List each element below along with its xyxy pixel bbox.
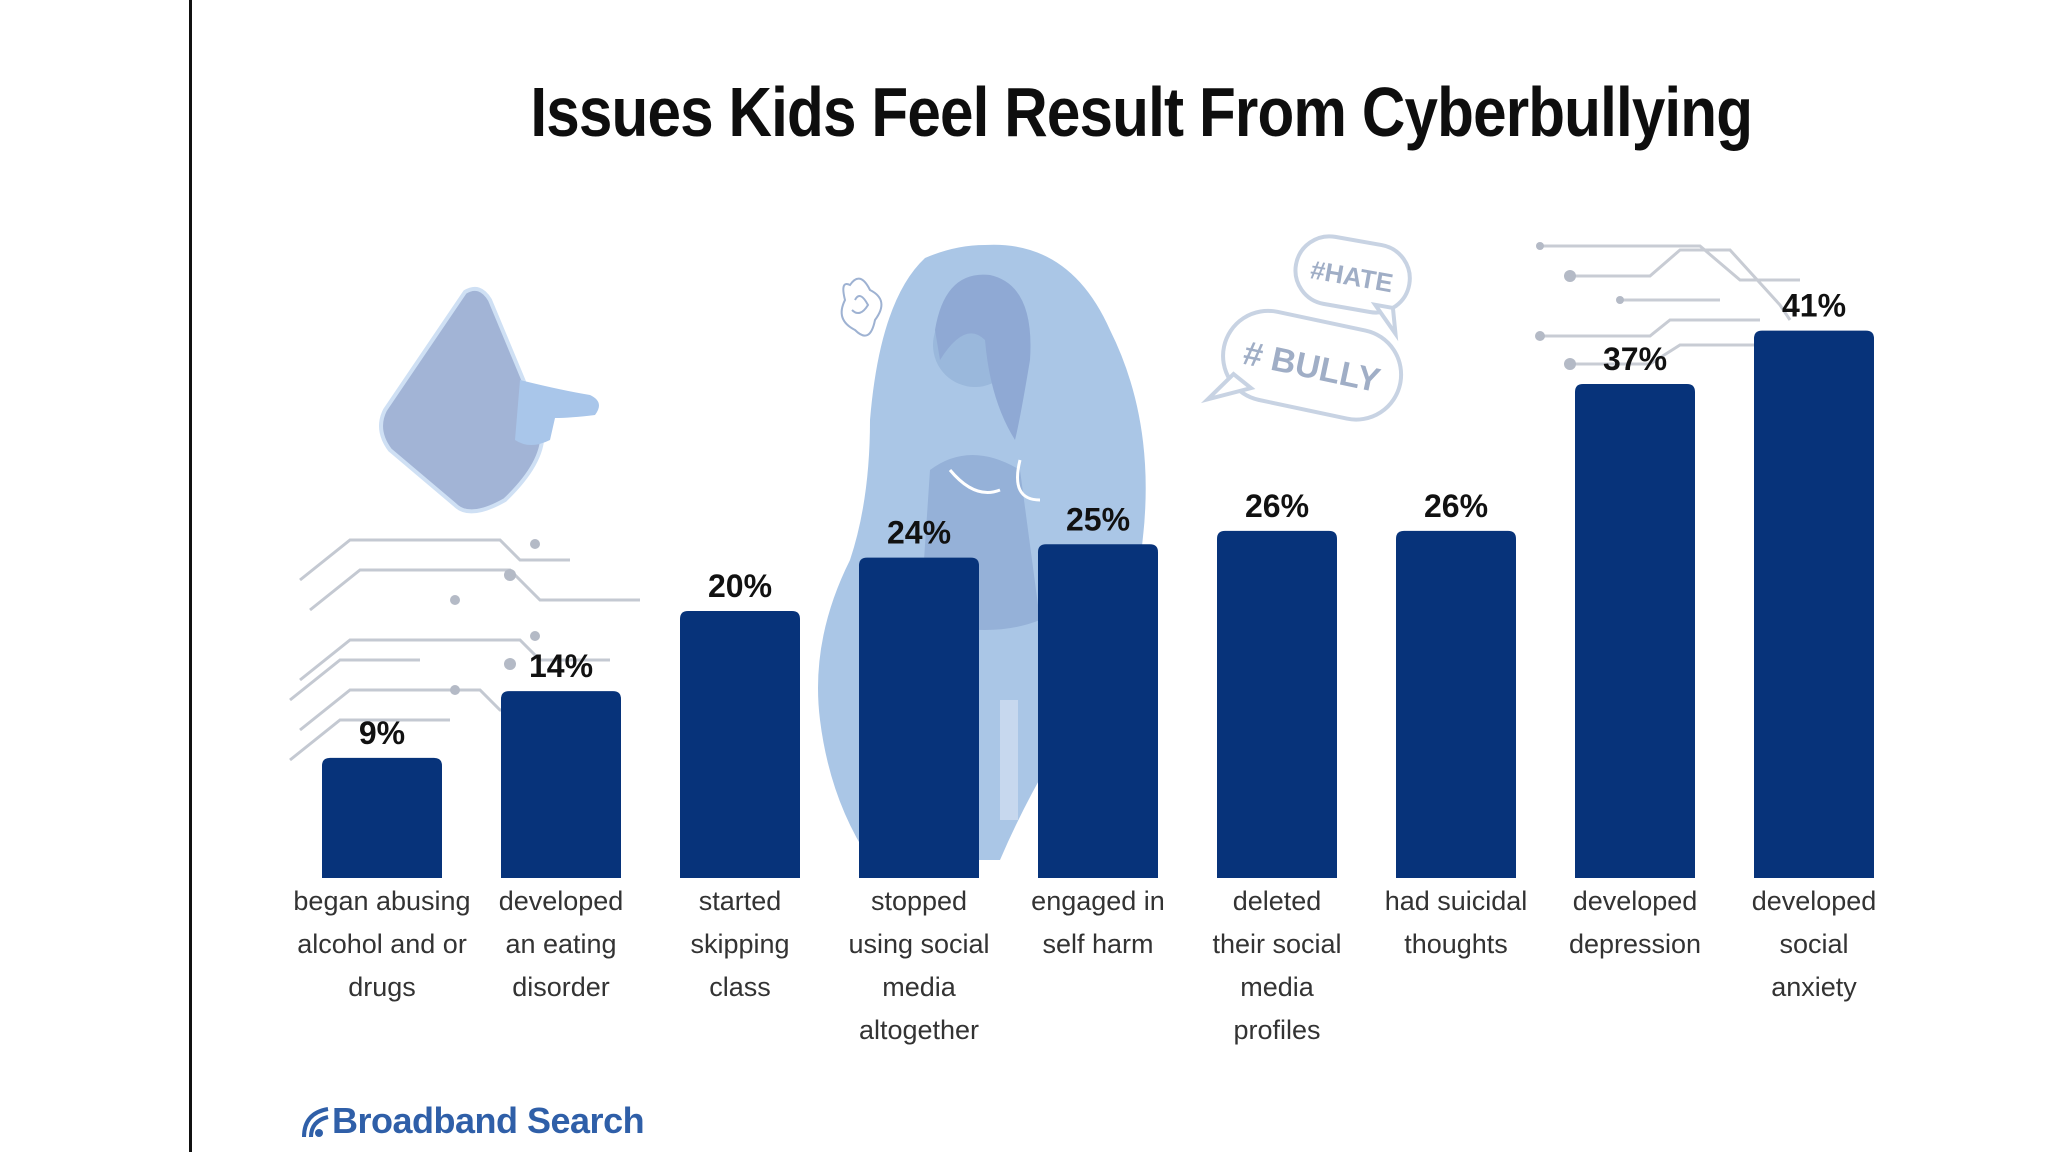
category-label-7: had suicidal thoughts bbox=[1385, 886, 1528, 959]
category-label-line: developed bbox=[499, 886, 624, 916]
value-label-5: 25% bbox=[1066, 501, 1130, 537]
category-label-line: had suicidal bbox=[1385, 886, 1528, 916]
category-label-line: using social bbox=[848, 929, 989, 959]
broadband-search-logo: Broadband Search bbox=[300, 1100, 645, 1142]
bar-6 bbox=[1217, 530, 1337, 878]
category-label-line: their social bbox=[1212, 929, 1341, 959]
bars-group bbox=[322, 330, 1874, 878]
bar-4 bbox=[859, 557, 979, 878]
category-label-line: profiles bbox=[1233, 1015, 1320, 1045]
category-label-line: class bbox=[709, 972, 771, 1002]
circuit-lines-left-decor bbox=[289, 538, 640, 762]
category-label-line: began abusing bbox=[293, 886, 470, 916]
signal-arc-icon bbox=[302, 1107, 329, 1138]
category-label-line: started bbox=[699, 886, 782, 916]
circuit-dots-right-decor bbox=[1535, 242, 1624, 370]
category-label-line: skipping bbox=[690, 929, 789, 959]
bar-5 bbox=[1038, 544, 1158, 878]
bar-8 bbox=[1575, 384, 1695, 878]
circuit-lines-right-decor bbox=[1540, 244, 1800, 366]
category-label-line: an eating bbox=[505, 929, 616, 959]
category-label-line: media bbox=[1240, 972, 1315, 1002]
category-label-line: depression bbox=[1569, 929, 1701, 959]
category-label-5: engaged in self harm bbox=[1031, 886, 1165, 959]
left-border-line bbox=[189, 0, 192, 1152]
value-label-6: 26% bbox=[1245, 488, 1309, 524]
megaphone-icon bbox=[379, 286, 599, 514]
bar-2 bbox=[501, 691, 621, 878]
category-label-line: engaged in bbox=[1031, 886, 1165, 916]
bar-9 bbox=[1754, 330, 1874, 878]
value-label-4: 24% bbox=[887, 515, 951, 551]
category-label-line: anxiety bbox=[1771, 972, 1857, 1002]
category-label-line: deleted bbox=[1233, 886, 1322, 916]
category-label-line: developed bbox=[1752, 886, 1877, 916]
category-label-line: alcohol and or bbox=[297, 929, 467, 959]
bar-7 bbox=[1396, 530, 1516, 878]
category-label-8: developed depression bbox=[1569, 886, 1701, 959]
category-label-4: stopped using social media altogether bbox=[848, 886, 989, 1045]
value-label-7: 26% bbox=[1424, 488, 1488, 524]
category-label-line: stopped bbox=[871, 886, 967, 916]
category-label-line: self harm bbox=[1042, 929, 1153, 959]
category-label-1: began abusing alcohol and or drugs bbox=[293, 886, 470, 1002]
circuit-dots-left-decor bbox=[450, 539, 540, 695]
value-labels-group: 9% 14% 20% 24% 25% 26% 26% 37% 41% bbox=[359, 288, 1846, 751]
category-label-2: developed an eating disorder bbox=[499, 886, 624, 1002]
category-label-line: developed bbox=[1573, 886, 1698, 916]
category-label-line: social bbox=[1779, 929, 1848, 959]
category-label-line: thoughts bbox=[1404, 929, 1508, 959]
value-label-1: 9% bbox=[359, 715, 405, 751]
value-label-8: 37% bbox=[1603, 341, 1667, 377]
category-label-9: developed social anxiety bbox=[1752, 886, 1877, 1002]
chart-title: Issues Kids Feel Result From Cyberbullyi… bbox=[530, 73, 1753, 151]
value-label-2: 14% bbox=[529, 648, 593, 684]
hashtag-bubbles-decor: #HATE # BULLY bbox=[1200, 234, 1412, 422]
bar-3 bbox=[680, 611, 800, 878]
category-label-line: altogether bbox=[859, 1015, 979, 1045]
value-label-3: 20% bbox=[708, 568, 772, 604]
category-label-line: media bbox=[882, 972, 957, 1002]
category-labels-group: began abusing alcohol and or drugs develope… bbox=[293, 886, 1876, 1045]
bar-1 bbox=[322, 757, 442, 878]
category-label-line: disorder bbox=[512, 972, 610, 1002]
brand-name: Broadband Search bbox=[332, 1100, 645, 1141]
category-label-3: started skipping class bbox=[690, 886, 789, 1002]
value-label-9: 41% bbox=[1782, 288, 1846, 324]
category-label-line: drugs bbox=[348, 972, 416, 1002]
category-label-6: deleted their social media profiles bbox=[1212, 886, 1341, 1045]
